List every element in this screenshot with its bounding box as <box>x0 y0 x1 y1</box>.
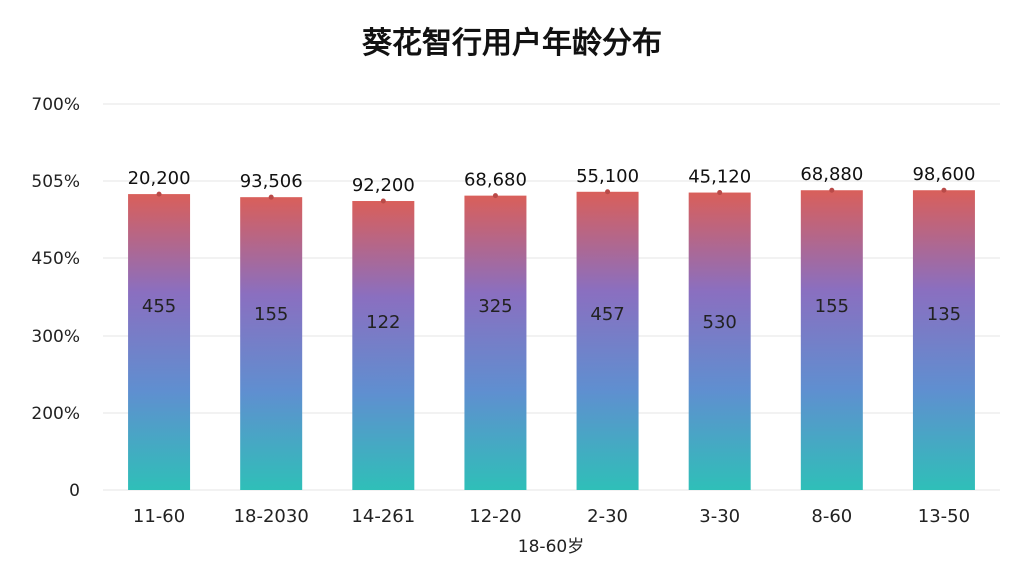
bar <box>464 195 527 490</box>
bar-top-label: 55,100 <box>576 166 639 187</box>
y-tick-label: 200% <box>31 404 80 424</box>
y-tick-label: 700% <box>31 95 80 115</box>
bar-top-label: 20,200 <box>128 168 191 189</box>
bar-mid-label: 325 <box>478 296 512 317</box>
bar <box>128 194 191 490</box>
bar-mid-label: 457 <box>590 304 624 325</box>
bar-marker <box>492 193 498 199</box>
y-tick-label: 300% <box>31 327 80 347</box>
bar-marker <box>268 194 274 200</box>
bar <box>800 190 863 491</box>
x-tick-label: 8-60 <box>811 506 852 527</box>
bar <box>912 190 975 491</box>
bar-marker <box>380 198 386 204</box>
bar <box>240 197 303 491</box>
y-tick-label: 505% <box>31 172 80 192</box>
bar-marker <box>829 187 835 193</box>
x-tick-label: 18-2030 <box>234 506 309 527</box>
chart-title: 葵花智行用户年龄分布 <box>362 26 662 61</box>
bar-top-label: 68,880 <box>800 164 863 185</box>
x-tick-label: 12-20 <box>469 506 521 527</box>
bar-top-label: 45,120 <box>688 167 751 188</box>
y-tick-label: 450% <box>31 249 80 269</box>
bar-mid-label: 530 <box>703 312 737 333</box>
bar <box>576 191 639 490</box>
bar-top-label: 68,680 <box>464 170 527 191</box>
bar-marker <box>717 190 723 196</box>
bar-mid-label: 135 <box>927 304 961 325</box>
bar-top-label: 93,506 <box>240 171 303 192</box>
x-tick-label: 14-261 <box>351 506 415 527</box>
y-tick-label: 0 <box>69 481 80 501</box>
bar-mid-label: 122 <box>366 312 400 333</box>
x-tick-label: 3-30 <box>699 506 740 527</box>
x-axis-label: 18-60岁 <box>518 537 584 557</box>
bar-top-label: 92,200 <box>352 175 415 196</box>
x-tick-label: 13-50 <box>918 506 970 527</box>
bar-mid-label: 455 <box>142 296 176 317</box>
x-tick-label: 2-30 <box>587 506 628 527</box>
bar <box>688 192 751 491</box>
x-tick-label: 11-60 <box>133 506 185 527</box>
bar-marker <box>605 189 611 195</box>
bar <box>352 201 415 490</box>
bar-mid-label: 155 <box>254 304 288 325</box>
bar-top-label: 98,600 <box>912 164 975 185</box>
bar-marker <box>941 187 947 193</box>
bar-mid-label: 155 <box>815 296 849 317</box>
bar-marker <box>156 191 162 197</box>
